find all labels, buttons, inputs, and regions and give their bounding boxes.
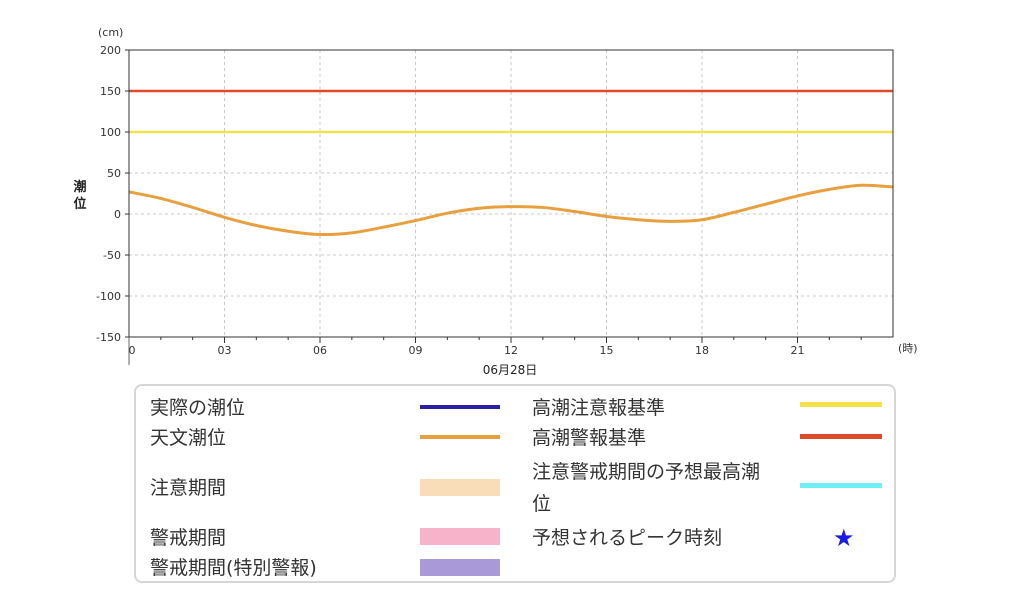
legend-swatch-warning-period — [420, 528, 500, 545]
x-tick-label: 03 — [218, 344, 232, 357]
x-tick-label: 12 — [504, 344, 518, 357]
x-tick-label: 0 — [129, 344, 136, 357]
y-tick-label: 0 — [114, 208, 121, 221]
legend-label-advisory-level: 高潮注意報基準 — [532, 397, 666, 419]
y-tick-label: -50 — [103, 249, 121, 262]
x-tick-label: 15 — [600, 344, 614, 357]
legend-swatch-advisory-level — [800, 402, 882, 407]
series-lines — [128, 183, 894, 237]
legend-swatch-warning-level — [800, 434, 882, 439]
legend-swatch-actual — [420, 405, 500, 409]
y-axis-label: 潮位 — [73, 179, 86, 212]
x-unit-label: (時) — [898, 342, 918, 355]
y-axis-ticks: 200 150 100 50 0 -50 -100 -150 — [96, 44, 129, 344]
legend-label-actual: 実際の潮位 — [150, 397, 246, 419]
star-icon: ★ — [833, 524, 855, 552]
legend-swatch-predicted-max — [800, 483, 882, 488]
legend-label-peak-time: 予想されるピーク時刻 — [532, 527, 723, 549]
legend: 実際の潮位 天文潮位 注意期間 警戒期間 警戒期間(特別警報) 高潮注意報基準 … — [134, 384, 896, 583]
series-line — [128, 183, 894, 237]
legend-swatch-caution-period — [420, 479, 500, 496]
legend-label-special-warning-period: 警戒期間(特別警報) — [150, 557, 317, 579]
threshold-lines — [129, 89, 893, 134]
x-tick-label: 09 — [409, 344, 423, 357]
y-tick-label: 100 — [100, 126, 121, 139]
x-tick-label: 21 — [791, 344, 805, 357]
legend-label-predicted-max-line1: 注意警戒期間の予想最高潮 — [532, 461, 761, 483]
legend-label-warning-period: 警戒期間 — [150, 527, 227, 549]
date-label: 06月28日 — [483, 363, 538, 377]
legend-label-caution-period: 注意期間 — [150, 477, 227, 499]
legend-label-astronomical: 天文潮位 — [150, 427, 227, 449]
y-tick-label: 150 — [100, 85, 121, 98]
legend-label-predicted-max-line2: 位 — [532, 493, 552, 515]
legend-label-warning-level: 高潮警報基準 — [532, 427, 647, 449]
x-tick-label: 06 — [313, 344, 327, 357]
y-tick-label: 50 — [107, 167, 121, 180]
y-tick-label: -100 — [96, 290, 121, 303]
x-axis-ticks: 0 03 06 09 12 15 18 21 — [128, 337, 862, 357]
y-tick-label: -150 — [96, 331, 121, 344]
y-tick-label: 200 — [100, 44, 121, 57]
legend-swatch-special-warning-period — [420, 559, 500, 576]
y-unit-label: (cm) — [98, 26, 123, 39]
grid — [129, 50, 893, 337]
x-tick-label: 18 — [695, 344, 709, 357]
legend-swatch-astronomical — [420, 435, 500, 439]
